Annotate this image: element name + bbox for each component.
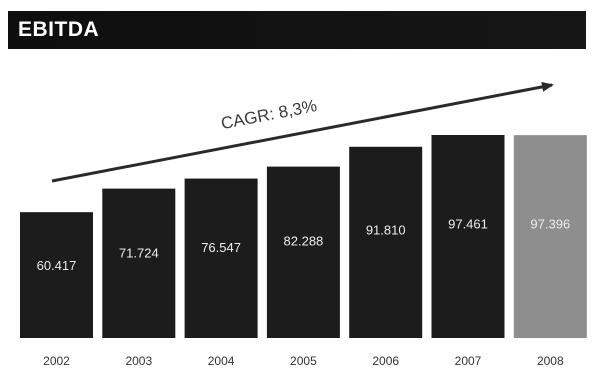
data-label-2002: 60.417 (37, 258, 77, 273)
x-tick-label-2008: 2008 (537, 354, 564, 368)
x-tick-label-2002: 2002 (43, 354, 70, 368)
data-label-2006: 91.810 (366, 223, 406, 238)
data-label-2004: 76.547 (201, 240, 241, 255)
x-tick-label-2006: 2006 (372, 354, 399, 368)
bar-2006 (349, 146, 423, 338)
x-tick-label-2003: 2003 (125, 354, 152, 368)
cagr-trend-arrow (51, 81, 554, 183)
data-label-2008: 97.396 (530, 216, 570, 231)
chart-title-band: EBITDA (8, 11, 586, 49)
x-tick-label-2007: 2007 (455, 354, 482, 368)
bar-2002 (20, 212, 93, 338)
chart-title: EBITDA (18, 18, 100, 41)
data-label-2003: 71.724 (119, 245, 159, 260)
data-label-2005: 82.288 (284, 233, 324, 248)
bar-2003 (102, 188, 176, 338)
data-label-2007: 97.461 (448, 216, 488, 231)
x-tick-label-2005: 2005 (290, 354, 317, 368)
bar-2007 (431, 135, 505, 338)
bar-2004 (184, 178, 258, 338)
cagr-annotation: CAGR: 8,3% (219, 96, 318, 133)
bar-2005 (266, 166, 340, 338)
x-tick-label-2004: 2004 (208, 354, 235, 368)
bar-2008 (513, 135, 587, 338)
